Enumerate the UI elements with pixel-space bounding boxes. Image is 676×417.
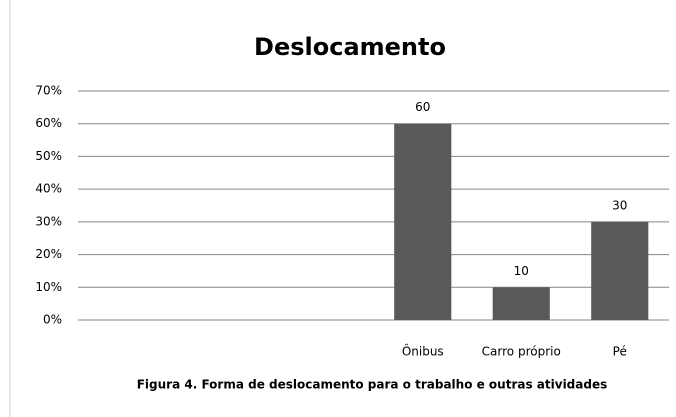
chart-title: Deslocamento — [254, 33, 446, 61]
y-tick-label: 60% — [35, 116, 62, 130]
data-label: 10 — [514, 264, 529, 278]
y-tick-label: 50% — [35, 149, 62, 163]
y-tick-label: 10% — [35, 280, 62, 294]
y-tick-label: 30% — [35, 214, 62, 228]
y-tick-label: 0% — [43, 313, 62, 327]
data-label: 30 — [612, 198, 627, 212]
x-tick-label: Carro próprio — [482, 345, 561, 359]
y-tick-label: 70% — [35, 84, 62, 98]
bar — [394, 123, 452, 320]
caption: Figura 4. Forma de deslocamento para o t… — [137, 378, 608, 392]
y-tick-label: 40% — [35, 182, 62, 196]
bar — [492, 287, 550, 320]
x-tick-label: Ônibus — [402, 344, 444, 359]
y-tick-label: 20% — [35, 247, 62, 261]
bar — [591, 221, 649, 320]
data-label: 60 — [415, 100, 430, 114]
x-tick-label: Pé — [613, 345, 627, 359]
